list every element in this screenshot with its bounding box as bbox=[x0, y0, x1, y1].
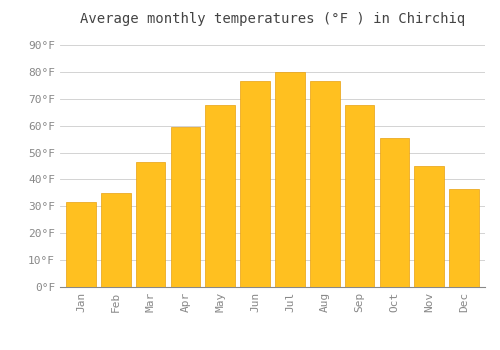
Title: Average monthly temperatures (°F ) in Chirchiq: Average monthly temperatures (°F ) in Ch… bbox=[80, 12, 465, 26]
Bar bbox=[206, 105, 235, 287]
Bar bbox=[101, 193, 130, 287]
Bar bbox=[275, 72, 304, 287]
Bar bbox=[380, 138, 409, 287]
Bar bbox=[310, 81, 340, 287]
Bar bbox=[66, 202, 96, 287]
Bar bbox=[450, 189, 479, 287]
Bar bbox=[345, 105, 374, 287]
Bar bbox=[136, 162, 166, 287]
Bar bbox=[414, 166, 444, 287]
Bar bbox=[170, 127, 200, 287]
Bar bbox=[240, 81, 270, 287]
